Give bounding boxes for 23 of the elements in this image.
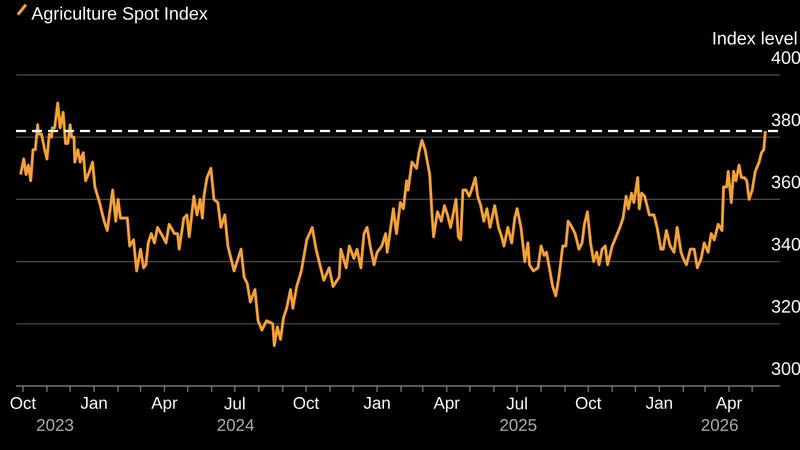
x-tick-label: Apr (151, 397, 178, 412)
x-tick-label: Jan (364, 397, 390, 409)
x-tick-label: Oct (294, 397, 320, 410)
x-tick-label: Apr (716, 397, 742, 412)
x-tick-label: Apr (434, 397, 460, 412)
y-tick-label: 320 (772, 300, 800, 313)
x-tick-label: Oct (576, 397, 602, 410)
y-tick-label: 380 (772, 113, 800, 126)
x-tick-label: Oct (10, 397, 36, 410)
y-axis-title: Index level (714, 31, 796, 45)
y-tick-label: 300 (772, 362, 800, 375)
x-tick-label: Jul (506, 397, 527, 410)
y-tick-label: 360 (772, 176, 800, 188)
text: 2024 (218, 419, 254, 432)
text: 2025 (500, 419, 536, 432)
y-tick-label: 400 (771, 51, 800, 64)
x-tick-label: Jan (80, 397, 107, 409)
x-tick-label: Jan (646, 397, 672, 409)
y-tick-label: 340 (772, 238, 800, 251)
text: 2023 (37, 419, 74, 432)
legend-label: Agriculture Spot Index (31, 6, 208, 24)
text: 2026 (702, 419, 738, 432)
x-tick-label: Jul (224, 397, 245, 410)
